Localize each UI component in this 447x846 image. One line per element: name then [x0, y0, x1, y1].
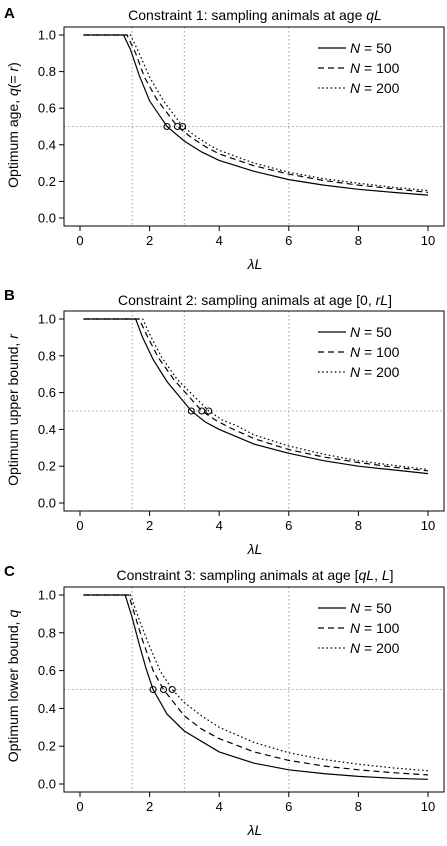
y-tick-label: 1.0: [38, 28, 56, 43]
legend-label: N = 100: [350, 344, 400, 360]
legend-label: N = 50: [350, 40, 392, 56]
series-line: [83, 34, 429, 192]
y-tick-label: 1.0: [38, 312, 56, 327]
x-tick-label: 8: [355, 799, 362, 814]
marker-point: [187, 407, 195, 415]
legend-label: N = 50: [350, 324, 392, 340]
legend-label: N = 200: [350, 640, 400, 656]
plot-frame: [63, 586, 445, 793]
y-tick-label: 0.0: [38, 211, 56, 226]
panel-letter: B: [4, 287, 15, 304]
series-line: [83, 318, 429, 472]
y-axis-label: Optimum upper bound, r: [5, 333, 21, 486]
y-tick-label: 0.6: [38, 101, 56, 116]
panel-b: B Constraint 2: sampling animals at age …: [4, 287, 445, 557]
x-tick-label: 8: [355, 233, 362, 248]
x-axis-label: λL: [247, 256, 263, 272]
y-tick-label: 0.4: [38, 422, 56, 437]
x-tick-label: 4: [216, 518, 223, 533]
x-axis-label: λL: [247, 822, 263, 838]
y-tick-label: 0.8: [38, 625, 56, 640]
y-tick-label: 0.8: [38, 348, 56, 363]
y-tick-label: 0.6: [38, 385, 56, 400]
series-line: [83, 34, 429, 196]
panel-c: C Constraint 3: sampling animals at age …: [4, 563, 445, 838]
panel-letter: C: [4, 563, 15, 580]
chart-title: Constraint 2: sampling animals at age [0…: [118, 292, 392, 308]
marker-point: [198, 407, 206, 415]
x-tick-label: 6: [285, 799, 292, 814]
panel-a: A Constraint 1: sampling animals at age …: [4, 5, 445, 272]
marker-point: [163, 122, 171, 131]
series-line: [83, 594, 429, 772]
legend-label: N = 200: [350, 80, 400, 96]
marker-point: [159, 685, 168, 694]
panel-letter: A: [4, 5, 15, 22]
chart-title: Constraint 1: sampling animals at age qL: [128, 7, 382, 23]
y-tick-label: 0.4: [38, 701, 56, 716]
series-line: [83, 318, 429, 475]
marker-point: [179, 122, 187, 131]
plot-frame: [63, 310, 445, 512]
x-tick-label: 4: [216, 799, 223, 814]
marker-point: [149, 685, 157, 694]
x-tick-label: 6: [285, 518, 292, 533]
series-line: [83, 594, 429, 780]
marker-point: [173, 122, 181, 131]
y-tick-label: 0.2: [38, 739, 56, 754]
legend-label: N = 100: [350, 620, 400, 636]
series-line: [83, 34, 429, 193]
legend-label: N = 50: [350, 600, 392, 616]
x-tick-label: 0: [76, 518, 83, 533]
x-axis-label: λL: [247, 541, 263, 557]
x-tick-label: 0: [76, 233, 83, 248]
x-tick-label: 10: [421, 518, 435, 533]
series-line: [83, 318, 429, 471]
x-tick-label: 0: [76, 799, 83, 814]
y-tick-label: 0.6: [38, 663, 56, 678]
series-line: [83, 594, 429, 776]
x-tick-label: 2: [146, 518, 153, 533]
y-axis-label: Optimum lower bound, q: [5, 610, 21, 763]
y-tick-label: 0.0: [38, 496, 56, 511]
y-tick-label: 0.8: [38, 64, 56, 79]
y-tick-label: 0.0: [38, 777, 56, 792]
x-tick-label: 6: [285, 233, 292, 248]
x-tick-label: 10: [421, 233, 435, 248]
x-tick-label: 2: [146, 799, 153, 814]
chart-title: Constraint 3: sampling animals at age [q…: [116, 567, 393, 583]
y-tick-label: 0.2: [38, 459, 56, 474]
x-tick-label: 4: [216, 233, 223, 248]
x-tick-label: 10: [421, 799, 435, 814]
y-axis-label: Optimum age, q(= r): [5, 62, 21, 188]
marker-point: [168, 685, 176, 694]
y-tick-label: 0.2: [38, 174, 56, 189]
marker-point: [205, 407, 213, 415]
plot-frame: [63, 26, 445, 227]
y-tick-label: 1.0: [38, 588, 56, 603]
legend-label: N = 200: [350, 364, 400, 380]
legend-label: N = 100: [350, 60, 400, 76]
x-tick-label: 8: [355, 518, 362, 533]
y-tick-label: 0.4: [38, 137, 56, 152]
x-tick-label: 2: [146, 233, 153, 248]
